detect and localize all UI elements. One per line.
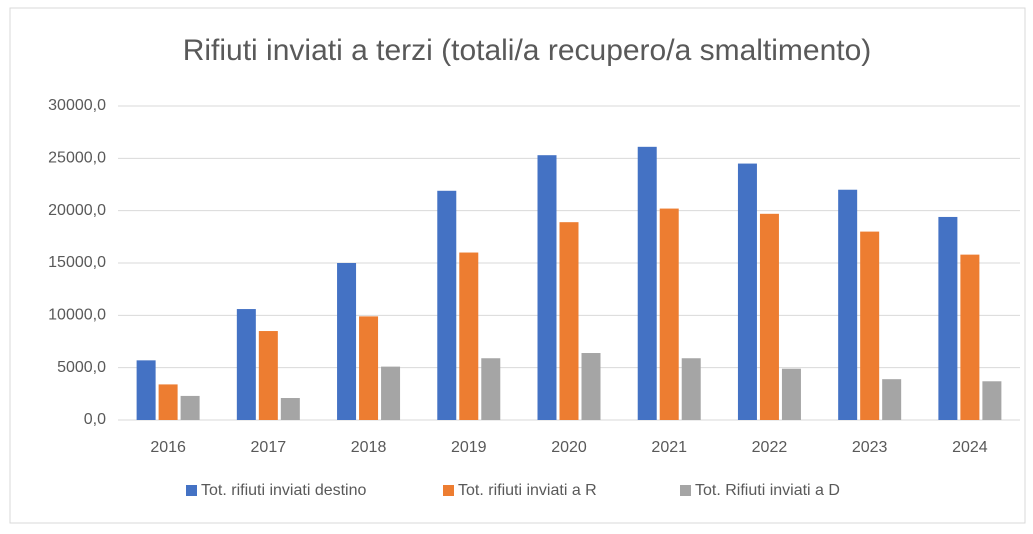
x-tick-label: 2022	[752, 439, 788, 456]
bar	[781, 368, 801, 420]
bar	[882, 379, 902, 420]
bar	[158, 384, 178, 420]
bar	[637, 146, 657, 420]
y-tick-label: 20000,0	[48, 202, 106, 219]
y-tick-label: 25000,0	[48, 150, 106, 167]
bar	[759, 213, 779, 420]
y-tick-label: 5000,0	[57, 359, 106, 376]
bar	[437, 190, 457, 420]
y-tick-label: 15000,0	[48, 254, 106, 271]
x-tick-label: 2020	[551, 439, 587, 456]
legend-swatch	[186, 485, 197, 496]
legend-swatch	[680, 485, 691, 496]
bar	[681, 358, 701, 420]
x-tick-label: 2023	[852, 439, 888, 456]
bar	[459, 252, 479, 420]
y-tick-label: 0,0	[84, 411, 106, 428]
bar	[581, 353, 601, 420]
x-tick-label: 2019	[451, 439, 487, 456]
bar	[737, 163, 757, 421]
bar	[481, 358, 501, 420]
bar	[659, 208, 679, 420]
bar	[258, 331, 278, 420]
bar	[359, 316, 379, 420]
y-tick-label: 10000,0	[48, 307, 106, 324]
bar	[537, 155, 557, 420]
bar	[381, 366, 401, 420]
y-tick-label: 30000,0	[48, 97, 106, 114]
legend-label: Tot. rifiuti inviati destino	[201, 482, 367, 499]
x-tick-label: 2016	[150, 439, 186, 456]
bar	[280, 398, 300, 420]
x-tick-label: 2018	[351, 439, 387, 456]
legend-label: Tot. Rifiuti inviati a D	[695, 482, 840, 499]
bar	[559, 222, 579, 420]
bar	[180, 395, 200, 420]
bar	[938, 216, 958, 420]
bar	[337, 263, 357, 420]
bar	[838, 189, 858, 420]
chart-title: Rifiuti inviati a terzi (totali/a recupe…	[183, 34, 872, 67]
bar	[860, 231, 880, 420]
x-tick-label: 2024	[952, 439, 988, 456]
bar	[960, 254, 980, 420]
bar	[136, 360, 156, 420]
legend-label: Tot. rifiuti inviati a R	[458, 482, 597, 499]
bar	[982, 381, 1002, 420]
legend-swatch	[443, 485, 454, 496]
bar	[236, 309, 256, 420]
x-tick-label: 2017	[251, 439, 287, 456]
x-tick-label: 2021	[651, 439, 687, 456]
